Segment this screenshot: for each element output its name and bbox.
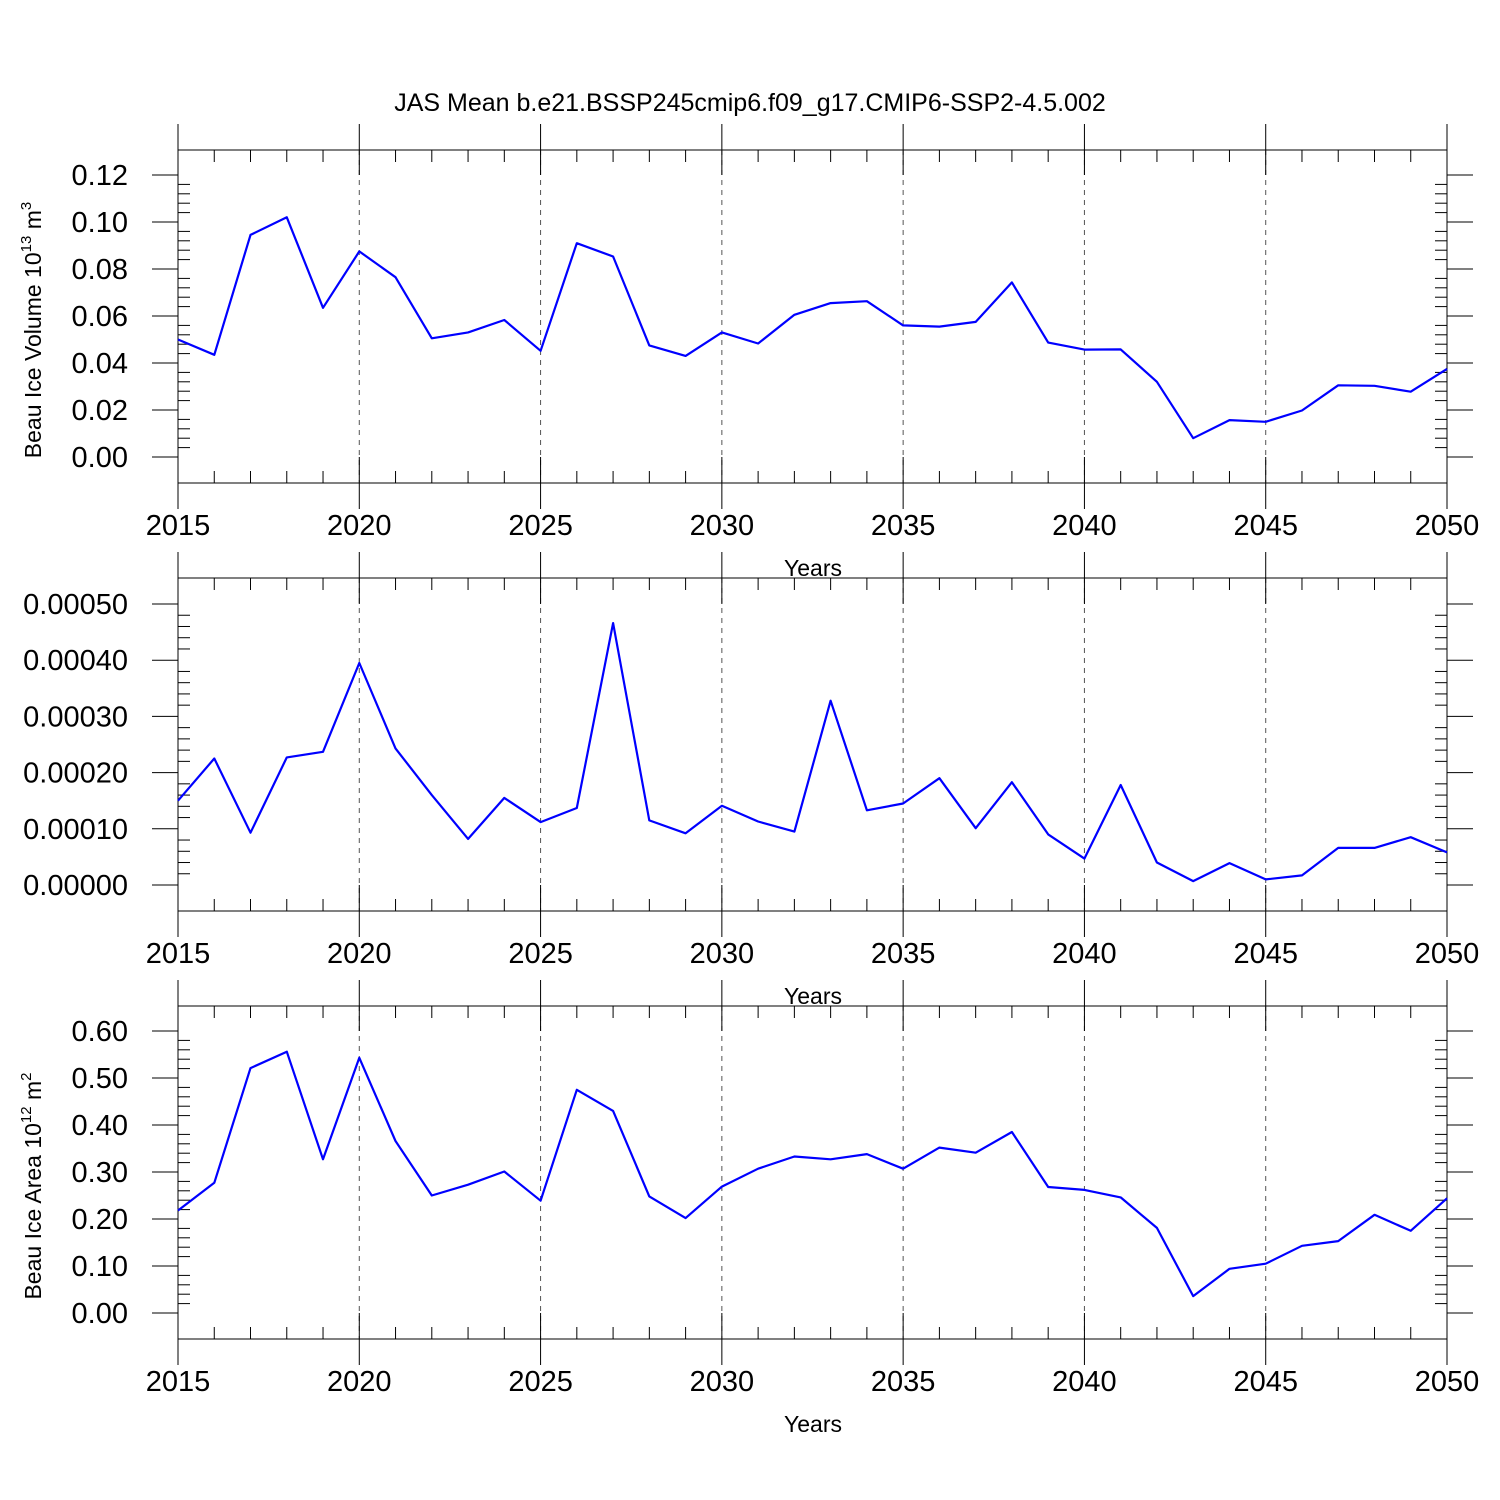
- x-tick-label: 2050: [1415, 1366, 1480, 1398]
- x-tick-label: 2030: [690, 1366, 755, 1398]
- x-tick-label: 2015: [146, 938, 211, 970]
- y-axis-title: Beau Ice Area 1012 m2: [18, 1072, 46, 1299]
- y-tick-label: 0.06: [72, 301, 128, 333]
- x-tick-label: 2015: [146, 1366, 211, 1398]
- x-tick-label: 2040: [1052, 1366, 1117, 1398]
- y-tick-label: 0.30: [72, 1157, 128, 1189]
- chart-title: JAS Mean b.e21.BSSP245cmip6.f09_g17.CMIP…: [394, 89, 1106, 117]
- y-tick-label: 0.00050: [23, 589, 128, 621]
- y-tick-label: 0.20: [72, 1204, 128, 1236]
- x-tick-label: 2050: [1415, 510, 1480, 542]
- y-tick-label: 0.10: [72, 1251, 128, 1283]
- x-axis-title: Years: [784, 555, 842, 581]
- x-tick-label: 2040: [1052, 510, 1117, 542]
- chart-panel-1: 0.00 0.02 0.04 0.06 0.08 0.10 0.12 2015 2020 2025…: [18, 124, 1479, 581]
- y-tick-label: 0.04: [72, 348, 128, 380]
- x-tick-label: 2025: [508, 510, 573, 542]
- x-tick-label: 2045: [1233, 510, 1298, 542]
- y-tick-label: 0.12: [72, 160, 128, 192]
- x-tick-label: 2035: [871, 938, 936, 970]
- x-tick-label: 2030: [690, 510, 755, 542]
- x-tick-label: 2030: [690, 938, 755, 970]
- x-tick-label: 2040: [1052, 938, 1117, 970]
- chart-panel-3: 0.00 0.10 0.20 0.30 0.40 0.50 0.60 2015 2020 2025…: [18, 980, 1479, 1437]
- y-tick-label: 0.00: [72, 1298, 128, 1330]
- y-tick-label: 0.00000: [23, 870, 128, 902]
- x-tick-label: 2020: [327, 510, 392, 542]
- series-line: [177, 621, 1448, 883]
- x-axis-title: Years: [784, 1411, 842, 1437]
- x-tick-label: 2020: [327, 1366, 392, 1398]
- y-tick-label: 0.00010: [23, 814, 128, 846]
- x-tick-label: 2025: [508, 938, 573, 970]
- y-axis-title: Beau Ice Volume 1013 m3: [18, 202, 46, 458]
- x-tick-label: 2050: [1415, 938, 1480, 970]
- plot-frame: [177, 577, 1448, 912]
- x-tick-label: 2035: [871, 1366, 936, 1398]
- x-tick-label: 2035: [871, 510, 936, 542]
- series-line: [177, 216, 1448, 440]
- x-tick-label: 2045: [1233, 938, 1298, 970]
- x-tick-label: 2025: [508, 1366, 573, 1398]
- y-tick-label: 0.40: [72, 1110, 128, 1142]
- x-tick-label: 2020: [327, 938, 392, 970]
- chart-panel-2: 0.00000 0.00010 0.00020 0.00030 0.00040 0.000…: [23, 552, 1479, 1009]
- y-tick-label: 0.00020: [23, 758, 128, 790]
- y-tick-label: 0.60: [72, 1016, 128, 1048]
- x-axis-title: Years: [784, 983, 842, 1009]
- y-tick-label: 0.08: [72, 254, 128, 286]
- x-tick-label: 2045: [1233, 1366, 1298, 1398]
- y-tick-label: 0.50: [72, 1063, 128, 1095]
- y-tick-label: 0.00040: [23, 645, 128, 677]
- series-line: [177, 1050, 1448, 1298]
- y-tick-label: 0.00030: [23, 701, 128, 733]
- y-tick-label: 0.10: [72, 207, 128, 239]
- y-tick-label: 0.02: [72, 395, 128, 427]
- x-tick-label: 2015: [146, 510, 211, 542]
- y-tick-label: 0.00: [72, 442, 128, 474]
